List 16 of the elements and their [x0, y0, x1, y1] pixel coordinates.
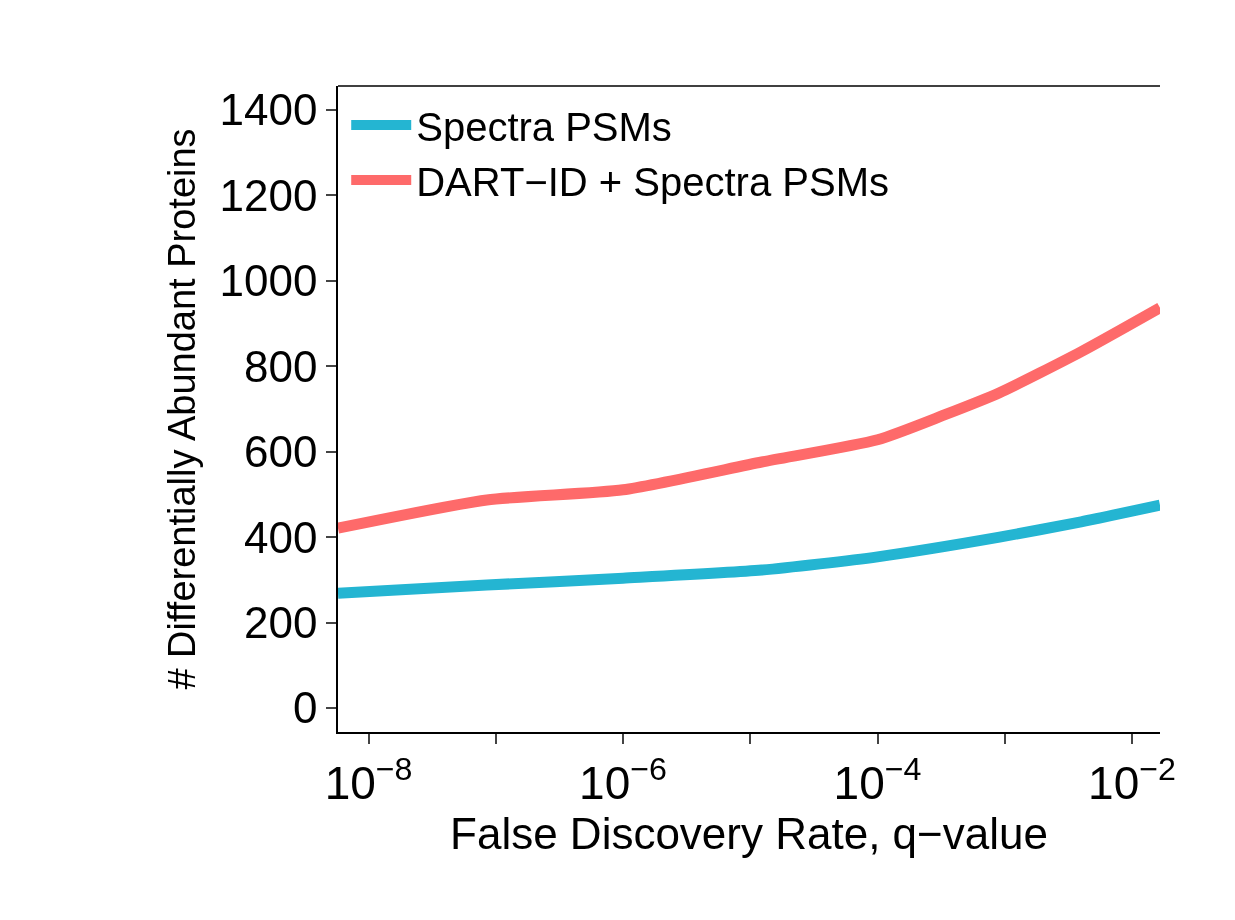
x-tick-label: 10$^{−8}$ [324, 750, 413, 809]
y-tick-label: 600 [244, 427, 318, 477]
y-axis-title: # Differentially Abundant Proteins [161, 128, 204, 690]
y-tick-label: 0 [292, 683, 318, 733]
y-tick-label: 1400 [219, 85, 318, 135]
x-tick-label: 10$^{−6}$ [579, 750, 667, 809]
x-tick-label: 10$^{−4}$ [833, 750, 922, 809]
legend-label: Spectra PSMs [416, 104, 672, 149]
y-tick-label: 1000 [219, 256, 318, 306]
x-tick-label: 10$^{−2}$ [1088, 750, 1176, 809]
y-tick-label: 200 [244, 598, 318, 648]
x-axis-title: False Discovery Rate, q−value [450, 808, 1048, 858]
y-tick-label: 1200 [219, 170, 318, 220]
y-tick-label: 800 [244, 341, 318, 391]
legend-label: DART−ID + Spectra PSMs [416, 159, 889, 204]
y-tick-label: 400 [244, 512, 318, 562]
